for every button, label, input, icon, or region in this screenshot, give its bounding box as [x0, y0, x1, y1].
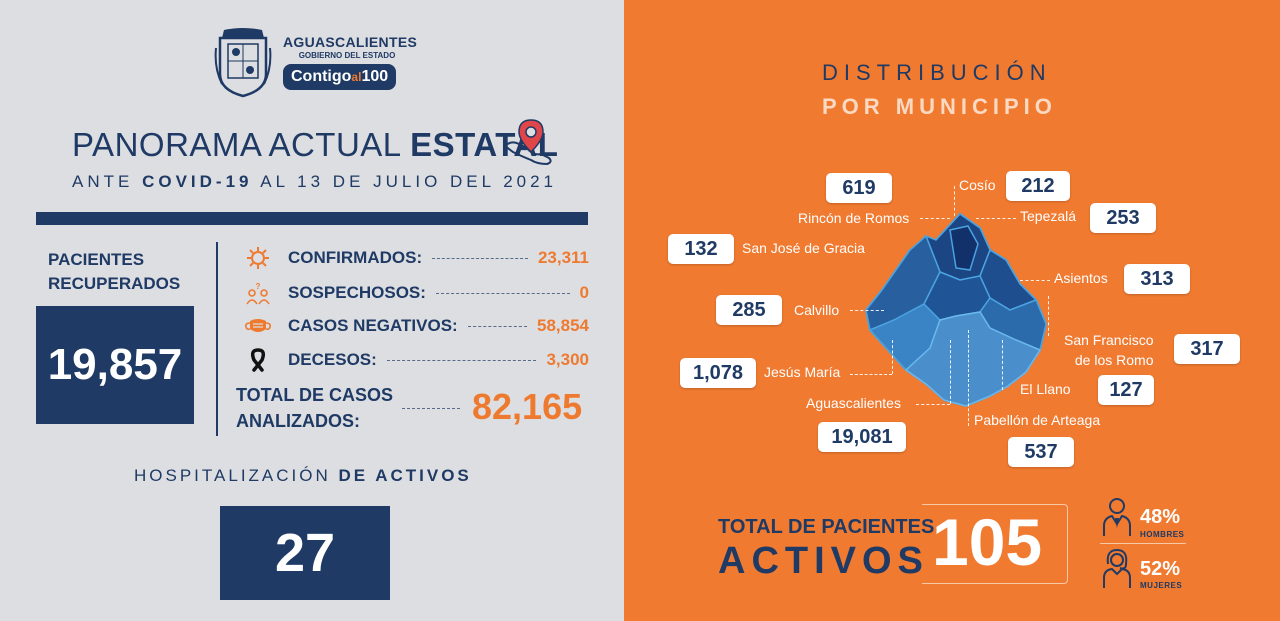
hospitalization-label: HOSPITALIZACIÓN DE ACTIVOS [134, 466, 472, 485]
active-label-line1: TOTAL DE PACIENTES [718, 516, 935, 538]
man-icon [1103, 498, 1131, 536]
stat-row-deaths: DECESOS: 3,300 [244, 348, 589, 372]
municipality-name-pabellon: Pabellón de Arteaga [974, 412, 1101, 428]
mourning-ribbon-icon [244, 348, 272, 372]
municipality-value-cosio: 212 [1006, 171, 1070, 201]
mask-icon [244, 314, 272, 338]
municipality-name-elllano: El Llano [1020, 381, 1071, 397]
municipality-value-sanfrancisco: 317 [1174, 334, 1240, 364]
municipality-name-calvillo: Calvillo [794, 302, 840, 318]
stat-label: CONFIRMADOS: [288, 248, 423, 267]
slogan-badge: Contigoal100 [283, 64, 397, 90]
stat-value: 0 [579, 283, 589, 302]
virus-icon [244, 246, 272, 270]
municipality-name-sanjose: San José de Gracia [742, 240, 865, 256]
municipality-value-rincon: 619 [826, 173, 892, 203]
government-name: GOBIERNO DEL ESTADO [298, 51, 396, 60]
municipality-name-rincon: Rincón de Romos [798, 210, 910, 226]
municipality-value-aguascalientes: 19,081 [818, 422, 906, 452]
page-subtitle: ANTE COVID-19 AL 13 DE JULIO DEL 2021 [72, 172, 558, 191]
recovered-value: 19,857 [36, 306, 194, 424]
page-title: PANORAMA ACTUAL ESTATAL [72, 126, 559, 163]
municipality-map [864, 212, 1048, 408]
distribution-subtitle: POR MUNICIPIO [822, 94, 1057, 119]
active-value: 105 [932, 505, 1043, 579]
municipality-name-aguascalientes: Aguascalientes [806, 395, 901, 411]
stat-row-negative: CASOS NEGATIVOS: 58,854 [244, 314, 589, 338]
municipality-value-elllano: 127 [1098, 375, 1154, 405]
stat-value: 58,854 [537, 316, 589, 335]
men-percent: 48% [1140, 506, 1181, 528]
stat-label: CASOS NEGATIVOS: [288, 316, 458, 335]
hospitalization-value: 27 [220, 506, 390, 600]
active-label-line2: ACTIVOS [718, 540, 929, 582]
women-label: MUJERES [1140, 581, 1183, 590]
stat-label: SOSPECHOSOS: [288, 283, 426, 302]
municipality-value-asientos: 313 [1124, 264, 1190, 294]
municipality-name-sanfrancisco: San Francisco de los Romo [1064, 332, 1154, 368]
municipality-name-tepezala: Tepezalá [1020, 208, 1077, 224]
stat-value: 3,300 [546, 350, 589, 369]
distribution-title: DISTRIBUCIÓN [822, 60, 1052, 85]
total-cases-value: 82,165 [472, 386, 583, 427]
state-seal-icon [214, 28, 272, 98]
mexico-map-pin-icon [503, 119, 552, 166]
municipality-value-sanjose: 132 [668, 234, 734, 264]
stat-row-suspected: ? SOSPECHOSOS: 0 [244, 281, 589, 305]
stat-row-confirmed: CONFIRMADOS: 23,311 [244, 246, 589, 270]
svg-text:?: ? [256, 282, 261, 291]
municipality-value-calvillo: 285 [716, 295, 782, 325]
municipality-value-jesusmaria: 1,078 [680, 358, 756, 388]
stat-value: 23,311 [537, 248, 589, 267]
municipality-name-jesusmaria: Jesús María [764, 364, 841, 380]
municipality-value-pabellon: 537 [1008, 437, 1074, 467]
municipality-name-cosio: Cosío [959, 177, 996, 193]
vertical-divider [216, 242, 218, 436]
woman-icon [1103, 548, 1131, 588]
suspect-people-icon: ? [244, 281, 272, 305]
municipality-name-asientos: Asientos [1054, 270, 1108, 286]
men-label: HOMBRES [1140, 530, 1185, 539]
total-cases-label: TOTAL DE CASOS ANALIZADOS: [236, 385, 394, 431]
brand-block: AGUASCALIENTES GOBIERNO DEL ESTADO Conti… [283, 34, 418, 90]
divider-bar [36, 212, 588, 225]
recovered-label: PACIENTES RECUPERADOS [48, 250, 181, 293]
municipality-value-tepezala: 253 [1090, 203, 1156, 233]
state-name: AGUASCALIENTES [283, 34, 418, 50]
stat-label: DECESOS: [288, 350, 377, 369]
women-percent: 52% [1140, 558, 1181, 580]
